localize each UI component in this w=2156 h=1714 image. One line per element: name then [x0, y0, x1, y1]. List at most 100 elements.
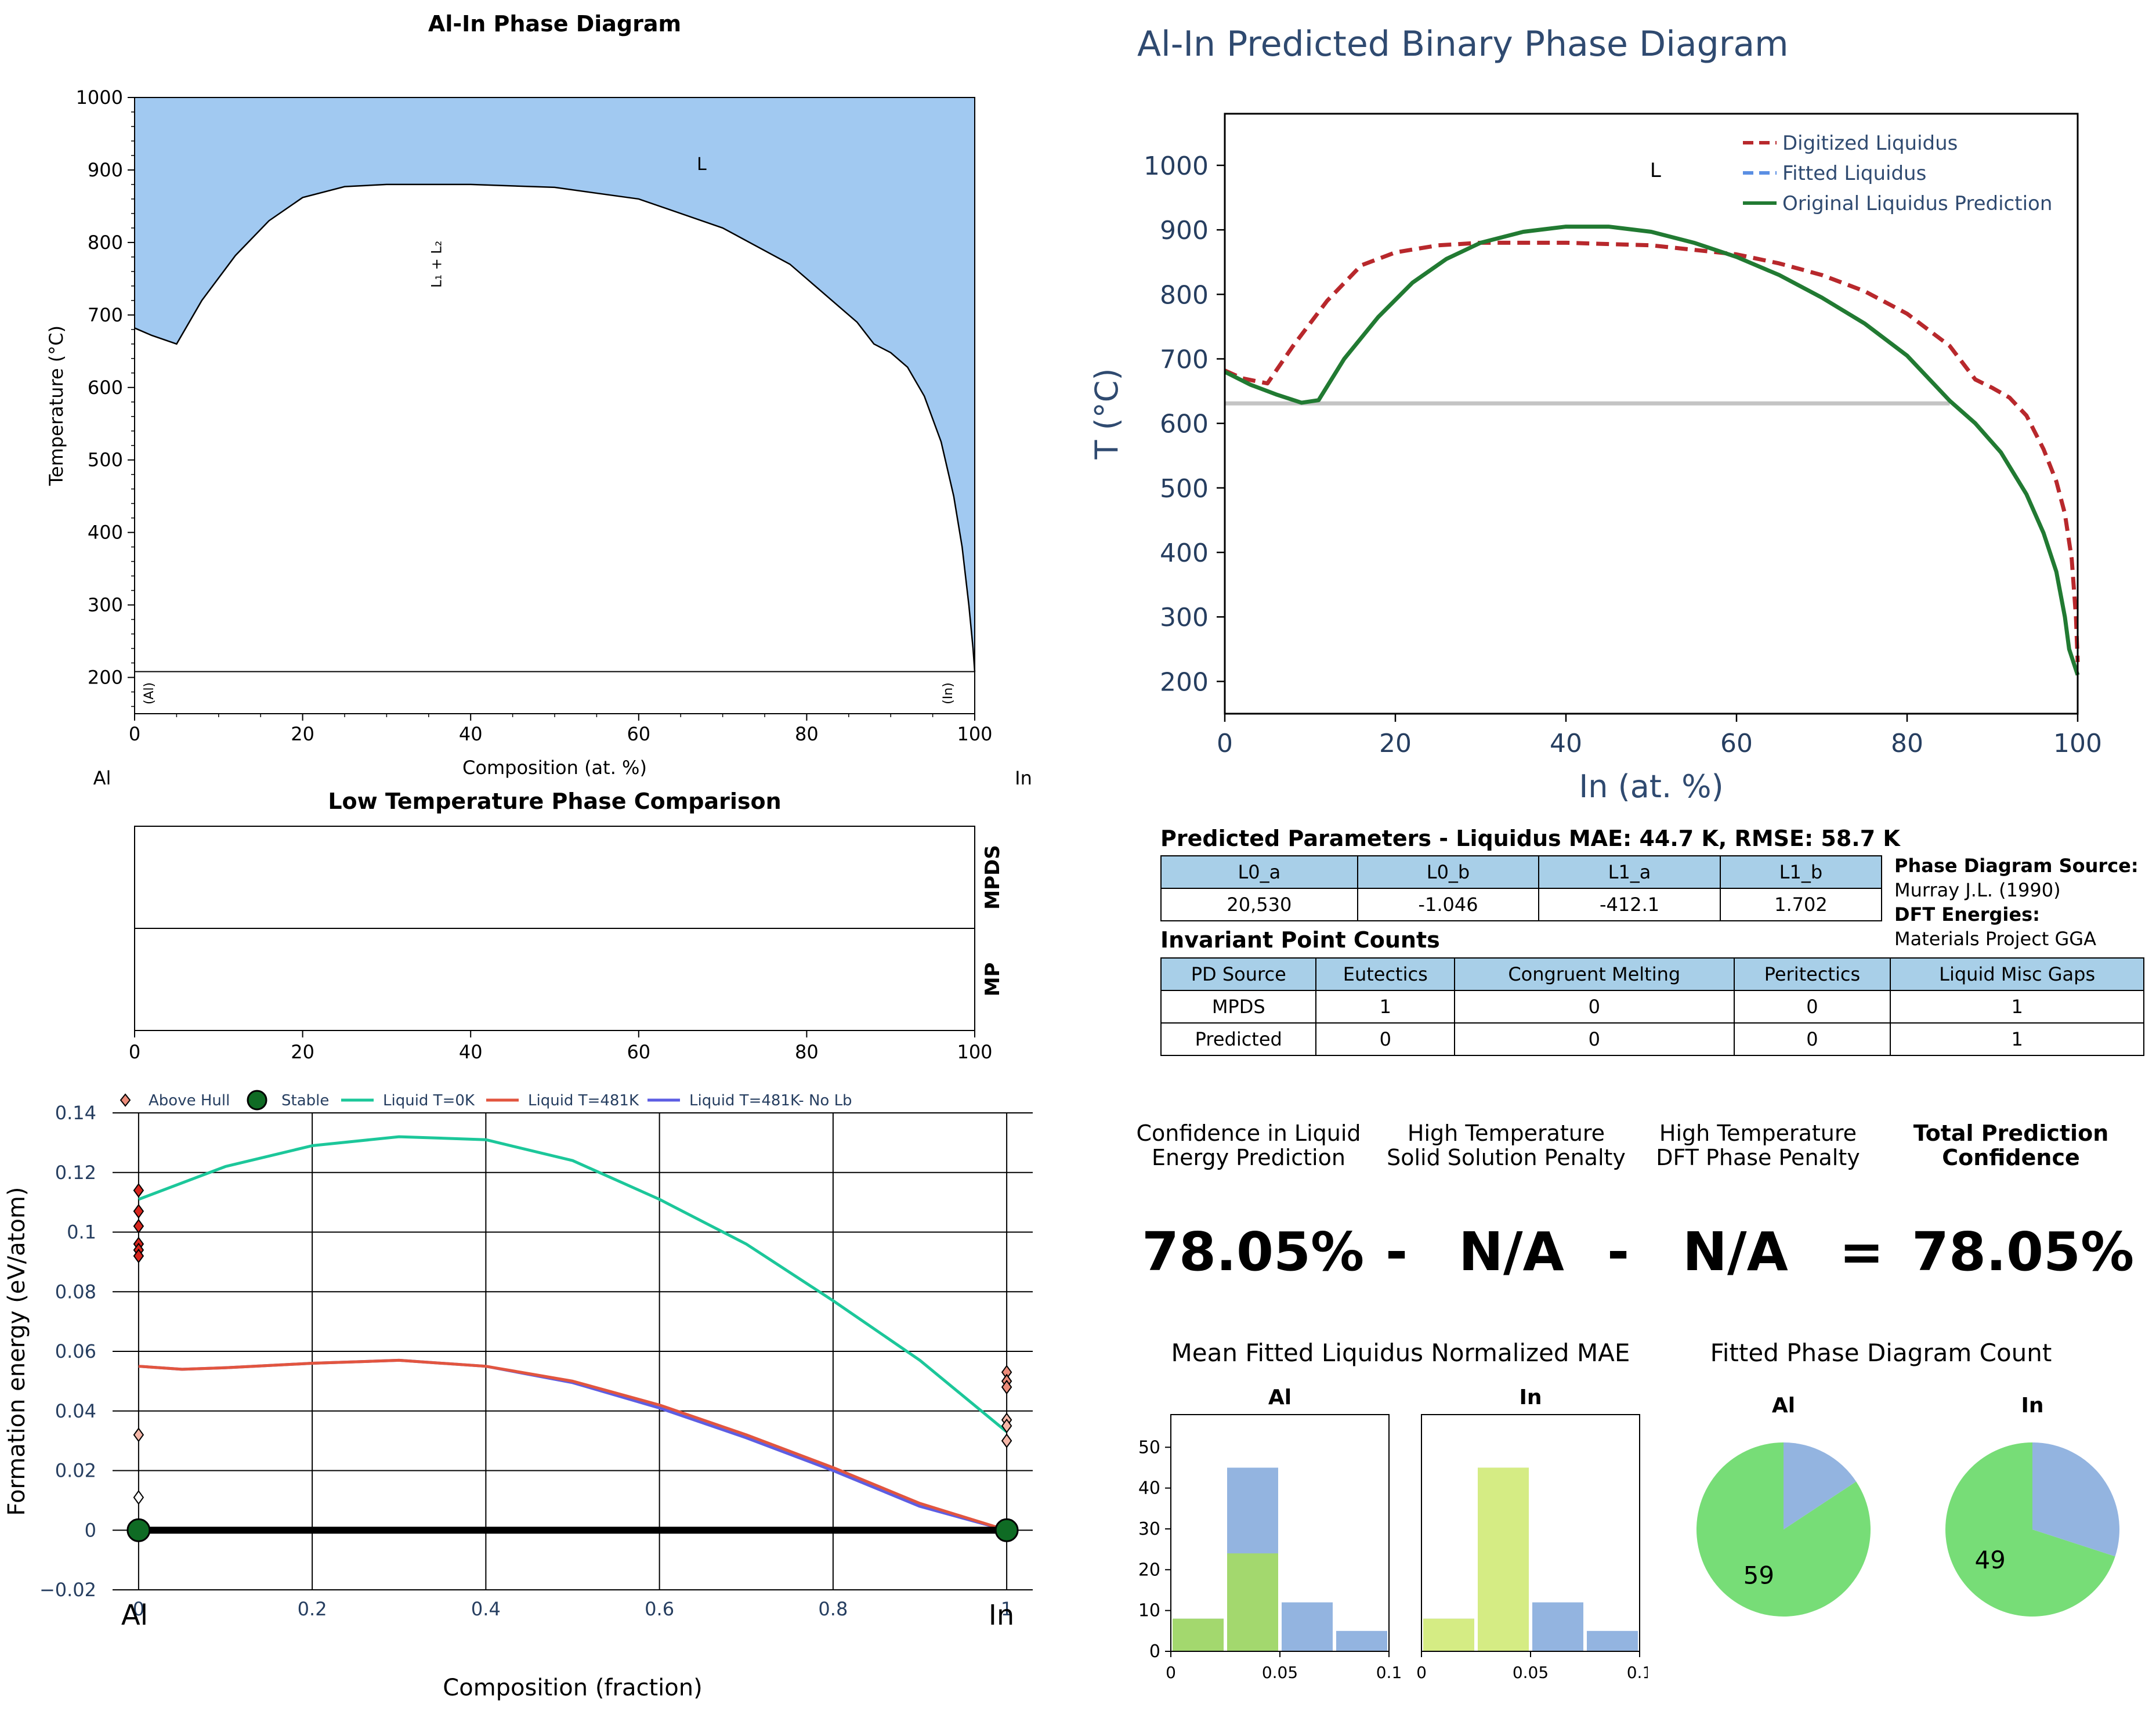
legend-label: Original Liquidus Prediction — [1782, 192, 2052, 215]
params-header: L0_b — [1356, 855, 1540, 889]
liquid-481k-curve — [138, 1358, 1007, 1532]
x-tick-label: 0.1 — [1627, 1663, 1648, 1682]
chart-title: Fitted Phase Diagram Count — [1710, 1339, 2052, 1367]
x-tick-label: 0.6 — [645, 1598, 674, 1620]
legend-stable-icon — [247, 1090, 267, 1111]
pie-slice-label: 49 — [1974, 1546, 2005, 1574]
invariants-cell: 0 — [1454, 1022, 1735, 1056]
legend-label: Digitized Liquidus — [1782, 132, 1958, 155]
x-tick-label: 1 — [1001, 1598, 1012, 1620]
ss-penalty-label: High Temperature Solid Solution Penalty — [1355, 1121, 1657, 1170]
chart-title: Low Temperature Phase Comparison — [328, 789, 781, 814]
pie-slice — [1784, 1442, 1857, 1529]
x-tick-label: 40 — [459, 1041, 483, 1063]
legend-label: Liquid T=481K — [528, 1092, 639, 1109]
pie-title: In — [2021, 1394, 2043, 1418]
legend-label: Above Hull — [149, 1092, 230, 1109]
invariants-row: MPDS 1 0 0 1 — [1160, 990, 2144, 1024]
params-value: 1.702 — [1719, 888, 1883, 921]
x-tick-label: 0 — [1416, 1663, 1427, 1682]
x-tick-label: 0.8 — [818, 1598, 848, 1620]
histogram-bar-highlight — [1423, 1618, 1474, 1651]
source-info: Phase Diagram Source: Murray J.L. (1990)… — [1894, 854, 2139, 951]
histogram-bar-highlight — [1173, 1618, 1224, 1651]
invariants-header: Eutectics — [1315, 957, 1455, 991]
invariants-header: Congruent Melting — [1454, 957, 1735, 991]
above-hull-point — [133, 1248, 144, 1264]
params-value: -412.1 — [1538, 888, 1721, 921]
y-tick-label: 300 — [88, 594, 123, 616]
y-tick-label: 0.1 — [67, 1221, 96, 1243]
x-tick-label: 40 — [1550, 729, 1582, 758]
invariants-cell: Predicted — [1160, 1022, 1317, 1056]
y-tick-label: 200 — [88, 667, 123, 689]
confidence-label-line: High Temperature — [1659, 1120, 1857, 1146]
y-tick-label: 40 — [1138, 1478, 1160, 1499]
dft-value: Materials Project GGA — [1894, 928, 2096, 950]
y-tick-label: 0.04 — [55, 1400, 96, 1422]
dft-penalty-label: High Temperature DFT Phase Penalty — [1607, 1121, 1909, 1170]
legend-label: Liquid T=481K- No Lb — [689, 1092, 852, 1109]
y-tick-label: 400 — [1160, 538, 1209, 568]
x-tick-label: 60 — [627, 723, 650, 745]
left-element-label: Al — [93, 767, 111, 789]
x-tick-label: 0 — [1166, 1663, 1176, 1682]
above-hull-point — [1001, 1433, 1012, 1448]
pie-slice-label: 59 — [1743, 1561, 1774, 1589]
params-table: L0_a L0_b L1_a L1_b 20,530 -1.046 -412.1… — [1160, 855, 1883, 921]
pd-source-value: Murray J.L. (1990) — [1894, 879, 2061, 901]
y-tick-label: 500 — [88, 449, 123, 471]
params-value: -1.046 — [1356, 888, 1540, 921]
invariants-title: Invariant Point Counts — [1160, 927, 1440, 953]
low-temp-comparison-chart: Low Temperature Phase Comparison MPDS MP 0 2… — [129, 789, 1004, 1063]
x-tick-label: 20 — [1379, 729, 1412, 758]
confidence-label-line: Solid Solution Penalty — [1387, 1145, 1626, 1170]
above-hull-point — [133, 1183, 144, 1198]
panel-frame — [1421, 1414, 1640, 1652]
invariants-header-row: PD Source Eutectics Congruent Melting Pe… — [1160, 957, 2144, 991]
confidence-label-line: DFT Phase Penalty — [1656, 1145, 1860, 1170]
x-tick-label: 0.4 — [471, 1598, 501, 1620]
y-tick-label: −0.02 — [39, 1579, 96, 1601]
histogram-bar — [1532, 1602, 1583, 1651]
histogram-bar-highlight — [1227, 1553, 1278, 1651]
y-tick-label: 700 — [88, 304, 123, 326]
x-tick-label: 80 — [795, 1041, 819, 1063]
chart-title: Al-In Phase Diagram — [428, 11, 681, 37]
dft-penalty-value: N/A — [1683, 1221, 1788, 1283]
confidence-label: Confidence in Liquid Energy Prediction — [1098, 1121, 1399, 1170]
liquid-0k-curve — [138, 1135, 1008, 1433]
y-tick-label: 1000 — [76, 86, 123, 109]
above-hull-point — [1001, 1418, 1012, 1434]
phase-diagram-chart: 0 20 40 60 80 100 200 300 400 500 600 700 800 900 1000… — [45, 11, 1032, 789]
y-tick-label: 0.12 — [55, 1162, 96, 1184]
y-axis-label: Temperature (°C) — [45, 326, 67, 486]
y-tick-label: 500 — [1160, 474, 1209, 504]
y-tick-label: 400 — [88, 522, 123, 544]
panel-title: Al — [1268, 1386, 1292, 1409]
x-tick-label: 0 — [1217, 729, 1233, 758]
y-tick-label: 50 — [1138, 1437, 1160, 1458]
y-tick-label: 600 — [1160, 410, 1209, 439]
above-hull-point — [133, 1490, 144, 1505]
y-axis-label: Formation energy (eV/atom) — [3, 1187, 30, 1516]
y-tick-label: 800 — [88, 232, 123, 254]
right-element-label: In — [989, 1599, 1015, 1632]
y-tick-label: 700 — [1160, 345, 1209, 374]
invariants-cell: 1 — [1315, 990, 1455, 1024]
confidence-label-line: High Temperature — [1407, 1120, 1605, 1146]
confidence-label-line: Confidence in Liquid — [1136, 1120, 1361, 1146]
invariants-cell: 0 — [1454, 990, 1735, 1024]
x-tick-label: 60 — [1720, 729, 1753, 758]
liquid-region — [135, 97, 975, 672]
row-label: MP — [981, 963, 1004, 997]
y-tick-label: 20 — [1138, 1560, 1160, 1580]
panel-frame — [1170, 1414, 1390, 1652]
pie-slice — [2032, 1442, 2119, 1557]
params-header-row: L0_a L0_b L1_a L1_b — [1160, 855, 1883, 889]
y-tick-label: 900 — [1160, 216, 1209, 245]
series-line-0 — [1224, 240, 2080, 663]
y-tick-label: 0 — [1149, 1641, 1160, 1662]
plot-frame — [1224, 113, 2079, 715]
y-tick-label: 800 — [1160, 280, 1209, 310]
